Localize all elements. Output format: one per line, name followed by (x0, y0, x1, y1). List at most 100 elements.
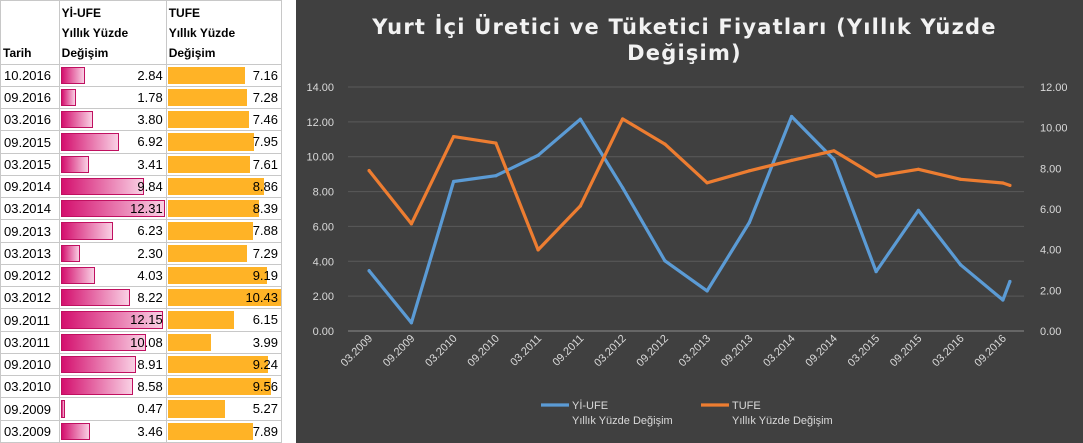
cell-tufe[interactable]: 9.56 (165, 375, 283, 399)
cell-yi-ufe[interactable]: 6.23 (58, 219, 167, 243)
cell-yi-ufe[interactable]: 9.84 (58, 174, 167, 199)
cell-yi-ufe[interactable]: 2.84 (58, 63, 167, 87)
cell-yi-ufe[interactable]: 12.15 (58, 308, 167, 332)
header-yi-line3: Değişim (61, 45, 109, 60)
header-date[interactable]: Tarih (0, 0, 60, 65)
value-tufe: 6.15 (252, 312, 278, 328)
cell-tufe[interactable]: 7.46 (165, 108, 283, 132)
cell-tufe[interactable]: 7.88 (165, 219, 283, 243)
value-yi-ufe: 8.91 (137, 356, 163, 372)
cell-date[interactable]: 03.2012 (0, 286, 60, 310)
table-row: 03.2011 10.08 3.99 (0, 330, 283, 354)
value-tufe: 7.28 (252, 89, 278, 105)
value-tufe: 5.27 (252, 401, 278, 417)
cell-date[interactable]: 09.2010 (0, 352, 60, 377)
data-bar-yi-ufe (60, 289, 131, 307)
cell-tufe[interactable]: 10.43 (165, 286, 283, 310)
cell-tufe[interactable]: 6.15 (165, 308, 283, 332)
date-text: 03.2011 (4, 334, 51, 350)
cell-yi-ufe[interactable]: 0.47 (58, 397, 167, 421)
header-tu-line2: Yıllık Yüzde (168, 25, 236, 40)
data-bar-tufe (167, 378, 272, 396)
cell-tufe[interactable]: 8.39 (165, 197, 283, 221)
cell-tufe[interactable]: 7.95 (165, 130, 283, 154)
date-text: 09.2010 (4, 357, 51, 373)
date-text: 03.2016 (4, 112, 51, 128)
cell-yi-ufe[interactable]: 1.78 (58, 85, 167, 110)
cell-yi-ufe[interactable]: 10.08 (58, 330, 167, 354)
data-bar-tufe (167, 200, 259, 218)
y-left-tick-label: 12.00 (306, 117, 334, 129)
data-bar-yi-ufe (60, 66, 85, 84)
value-tufe: 9.56 (252, 379, 278, 395)
y-left-tick-label: 4.00 (313, 256, 334, 268)
table-row: 09.2012 4.03 9.19 (0, 263, 283, 288)
legend-label: TUFE (732, 400, 761, 412)
cell-date[interactable]: 09.2012 (0, 263, 60, 288)
cell-tufe[interactable]: 8.86 (165, 174, 283, 199)
data-point-tufe (367, 168, 371, 173)
cell-tufe[interactable]: 7.16 (165, 63, 283, 87)
table-row: 03.2016 3.80 7.46 (0, 108, 283, 132)
cell-tufe[interactable]: 7.28 (165, 85, 283, 110)
cell-date[interactable]: 03.2016 (0, 108, 60, 132)
chart-background (296, 0, 1083, 443)
value-yi-ufe: 8.58 (137, 379, 163, 395)
cell-tufe[interactable]: 7.29 (165, 241, 283, 265)
header-tufe[interactable]: TUFE Yıllık Yüzde Değişim (165, 0, 283, 65)
cell-tufe[interactable]: 3.99 (165, 330, 283, 354)
cell-yi-ufe[interactable]: 12.31 (58, 197, 167, 221)
cell-date[interactable]: 09.2011 (0, 308, 60, 332)
cell-tufe[interactable]: 9.19 (165, 263, 283, 288)
header-yi-line2: Yıllık Yüzde (61, 25, 129, 40)
cell-yi-ufe[interactable]: 4.03 (58, 263, 167, 288)
cell-yi-ufe[interactable]: 8.91 (58, 352, 167, 377)
cell-date[interactable]: 03.2010 (0, 375, 60, 399)
data-point-tufe (1001, 181, 1005, 185)
cell-date[interactable]: 09.2015 (0, 130, 60, 154)
cell-yi-ufe[interactable]: 6.92 (58, 130, 167, 154)
cell-yi-ufe[interactable]: 8.22 (58, 286, 167, 310)
data-bar-yi-ufe (60, 222, 114, 240)
data-point-yi-ufe (578, 117, 582, 121)
value-yi-ufe: 2.30 (137, 245, 163, 261)
date-text: 10.2016 (4, 67, 51, 83)
data-bar-yi-ufe (60, 311, 164, 329)
cell-yi-ufe[interactable]: 3.80 (58, 108, 167, 132)
cell-date[interactable]: 09.2009 (0, 397, 60, 421)
cell-date[interactable]: 10.2016 (0, 63, 60, 87)
data-point-yi-ufe (832, 157, 836, 162)
cell-date[interactable]: 03.2011 (0, 330, 60, 354)
cell-yi-ufe[interactable]: 8.58 (58, 375, 167, 399)
cell-date[interactable]: 03.2009 (0, 419, 60, 443)
table-row: 03.2013 2.30 7.29 (0, 241, 283, 265)
value-tufe: 8.39 (252, 201, 278, 217)
cell-date[interactable]: 09.2014 (0, 174, 60, 199)
cell-tufe[interactable]: 5.27 (165, 397, 283, 421)
data-bar-tufe (167, 244, 247, 262)
data-point-tufe (832, 149, 836, 153)
date-text: 09.2013 (4, 223, 51, 239)
data-bar-yi-ufe (60, 333, 146, 351)
cell-tufe[interactable]: 9.24 (165, 352, 283, 377)
data-point-tufe (747, 169, 751, 173)
cell-tufe[interactable]: 7.89 (165, 419, 283, 443)
date-text: 09.2016 (4, 90, 51, 106)
header-yi-line1: Yİ-UFE (61, 5, 101, 20)
cell-date[interactable]: 03.2013 (0, 241, 60, 265)
cell-tufe[interactable]: 7.61 (165, 152, 283, 176)
data-point-tufe (874, 174, 878, 178)
cell-yi-ufe[interactable]: 2.30 (58, 241, 167, 265)
cell-date[interactable]: 09.2016 (0, 85, 60, 110)
value-yi-ufe: 1.78 (137, 89, 163, 105)
cell-date[interactable]: 03.2015 (0, 152, 60, 176)
header-yi-ufe[interactable]: Yİ-UFE Yıllık Yüzde Değişim (58, 0, 167, 65)
cell-date[interactable]: 03.2014 (0, 197, 60, 221)
value-tufe: 10.43 (245, 290, 278, 306)
table-row: 03.2014 12.31 8.39 (0, 197, 283, 221)
cell-yi-ufe[interactable]: 3.41 (58, 152, 167, 176)
cell-date[interactable]: 09.2013 (0, 219, 60, 243)
y-right-tick-label: 4.00 (1040, 245, 1061, 257)
cell-yi-ufe[interactable]: 3.46 (58, 419, 167, 443)
data-point-tufe (536, 248, 540, 252)
